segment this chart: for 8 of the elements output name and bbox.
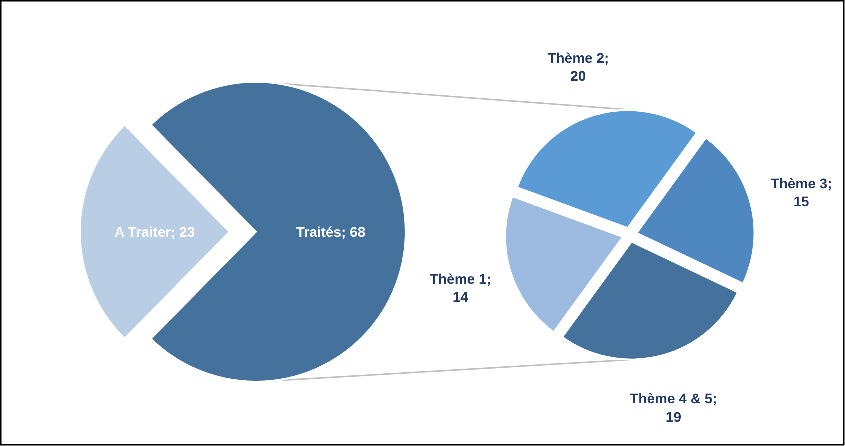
slice-label: A Traiter bbox=[114, 224, 172, 240]
data-label: ; 23 bbox=[171, 224, 196, 240]
slice-label: Thème 3; 15 bbox=[770, 176, 832, 210]
slice-label: Thème 4 & 5; 19 bbox=[630, 390, 718, 425]
data-label: ; 68 bbox=[342, 224, 366, 240]
slice-label: Traités bbox=[296, 224, 342, 240]
slice-label: Thème 1; 14 bbox=[430, 270, 492, 305]
slice-label: Thème 2; 20 bbox=[548, 50, 610, 84]
